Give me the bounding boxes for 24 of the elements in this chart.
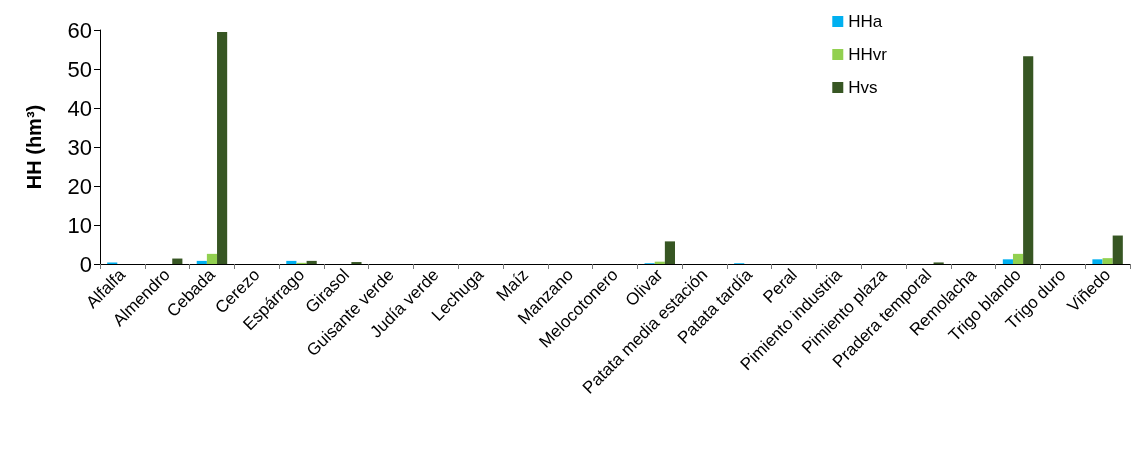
y-tick-label: 30: [67, 134, 92, 160]
y-tick-label: 60: [67, 17, 92, 43]
y-tick-label: 50: [67, 56, 92, 82]
bar: [1112, 235, 1123, 264]
bar: [1002, 259, 1013, 264]
bar: [206, 253, 218, 264]
legend-label: HHa: [848, 12, 883, 31]
bar: [1023, 56, 1034, 264]
bar: [1102, 258, 1113, 264]
bar: [1092, 259, 1103, 264]
bar: [196, 260, 207, 264]
legend-label: HHvr: [848, 45, 888, 64]
y-tick-label: 0: [79, 251, 92, 277]
y-axis-title: HH (hm³): [23, 104, 45, 190]
bar: [286, 260, 297, 264]
bar: [217, 31, 228, 264]
y-tick-label: 20: [67, 173, 92, 199]
legend-label: Hvs: [848, 78, 878, 97]
y-tick-label: 10: [67, 212, 92, 238]
y-tick-label: 40: [67, 95, 92, 121]
bar: [1012, 253, 1024, 264]
bar: [172, 258, 183, 264]
bar: [306, 260, 317, 264]
bar: [664, 241, 676, 264]
